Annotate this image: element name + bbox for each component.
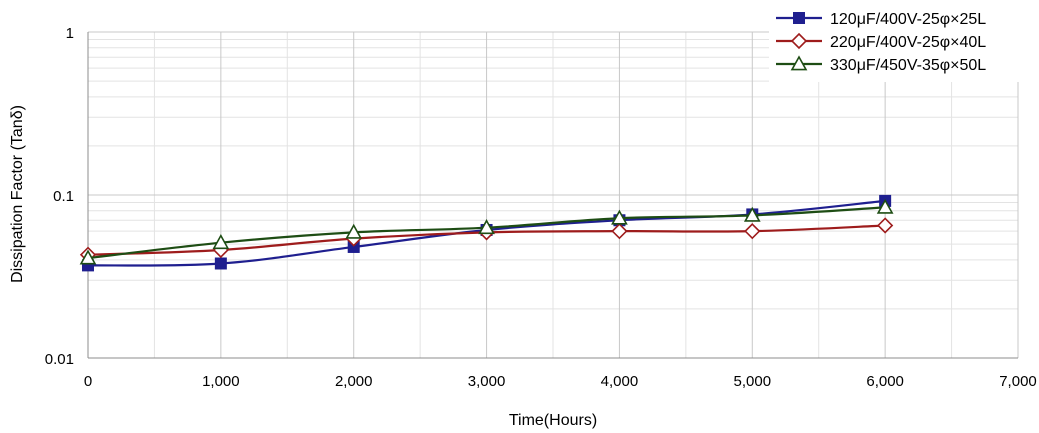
legend-item: 220μF/400V-25φ×40L <box>776 32 986 51</box>
legend: 120μF/400V-25φ×25L 220μF/400V-25φ×40L 330μ… <box>769 0 1039 82</box>
data-point <box>876 198 894 214</box>
x-axis-ticks: 0 1,000 2,000 3,000 4,000 5,000 6,000 7,000 <box>84 373 1037 390</box>
data-point <box>611 209 628 225</box>
x-tick-label: 1,000 <box>202 373 240 390</box>
legend-label: 330μF/450V-35φ×50L <box>830 57 986 74</box>
plot-axes <box>87 32 1018 359</box>
x-axis-title: Time(Hours) <box>509 412 597 429</box>
x-tick-label: 3,000 <box>468 373 506 390</box>
x-tick-label: 6,000 <box>866 373 904 390</box>
data-point <box>790 55 808 71</box>
data-point <box>793 12 805 24</box>
data-point <box>79 249 97 265</box>
y-tick-label: 0.1 <box>53 188 74 205</box>
data-point <box>212 234 230 250</box>
x-tick-label: 5,000 <box>734 373 772 390</box>
x-tick-label: 2,000 <box>335 373 373 390</box>
data-point <box>478 219 495 235</box>
x-tick-label: 7,000 <box>999 373 1037 390</box>
series-layer <box>79 194 894 272</box>
legend-item: 120μF/400V-25φ×25L <box>776 11 986 28</box>
data-point <box>214 257 227 270</box>
data-point <box>611 223 628 240</box>
data-point <box>345 223 363 239</box>
y-axis-ticks: 0.01 0.1 1 <box>45 25 74 368</box>
data-point <box>877 217 894 234</box>
y-axis-title: Dissipation Factor (Tanδ) <box>9 105 26 283</box>
data-point <box>744 223 761 240</box>
y-tick-label: 0.01 <box>45 351 74 368</box>
legend-item: 330μF/450V-35φ×50L <box>776 55 986 74</box>
y-tick-label: 1 <box>66 25 74 42</box>
data-point <box>743 206 761 222</box>
legend-label: 120μF/400V-25φ×25L <box>830 11 986 28</box>
legend-items: 120μF/400V-25φ×25L 220μF/400V-25φ×40L 330μ… <box>776 11 986 74</box>
x-tick-label: 0 <box>84 373 92 390</box>
data-point <box>790 32 808 50</box>
series-3 <box>79 198 894 265</box>
legend-label: 220μF/400V-25φ×40L <box>830 34 986 51</box>
x-tick-label: 4,000 <box>601 373 639 390</box>
